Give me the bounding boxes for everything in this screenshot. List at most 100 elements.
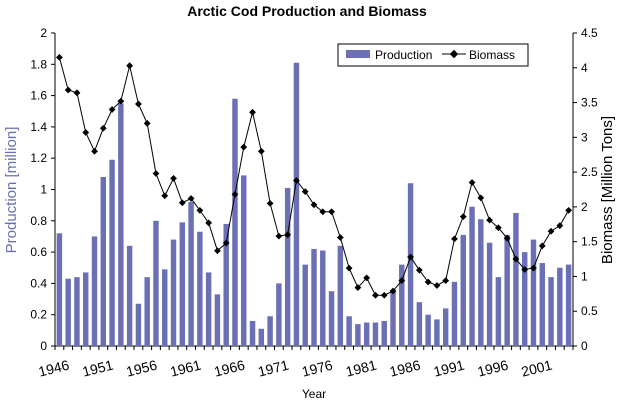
right-tick-label: 1 bbox=[581, 269, 588, 283]
production-bar bbox=[565, 264, 572, 346]
biomass-point bbox=[389, 287, 397, 295]
production-bar bbox=[442, 308, 449, 346]
production-bar bbox=[486, 242, 493, 346]
x-tick-label: 1971 bbox=[256, 357, 290, 380]
biomass-point bbox=[205, 219, 213, 227]
biomass-point bbox=[494, 224, 502, 232]
production-bar bbox=[469, 206, 475, 346]
biomass-point bbox=[196, 206, 204, 214]
biomass-point bbox=[556, 222, 564, 230]
production-bar bbox=[425, 314, 431, 346]
legend-box bbox=[337, 43, 529, 67]
right-tick-label: 0 bbox=[581, 339, 588, 353]
biomass-point bbox=[354, 284, 362, 291]
left-tick-label: 0 bbox=[40, 339, 47, 353]
biomass-point bbox=[135, 100, 142, 108]
production-bar bbox=[258, 328, 265, 346]
biomass-point bbox=[336, 234, 344, 241]
biomass-point bbox=[99, 124, 107, 132]
right-axis-ticks: 0 0.5 1 1.5 2 2.5 3 3.5 4 4.5 bbox=[573, 26, 598, 353]
left-axis-ticks: 0 0.2 0.4 0.6 0.8 1 1.2 1.4 1.6 1.8 2 bbox=[30, 26, 55, 353]
production-bar bbox=[460, 234, 466, 346]
production-bar bbox=[302, 264, 308, 346]
biomass-point bbox=[231, 190, 239, 198]
production-bar bbox=[416, 302, 423, 346]
left-tick-label: 1.8 bbox=[30, 57, 47, 71]
production-bar bbox=[214, 294, 221, 346]
biomass-point bbox=[468, 179, 476, 186]
legend-production-swatch bbox=[346, 50, 370, 58]
biomass-point bbox=[82, 129, 90, 136]
biomass-point bbox=[117, 97, 125, 105]
biomass-point bbox=[152, 170, 160, 177]
production-bar bbox=[56, 233, 63, 346]
production-bar bbox=[91, 236, 98, 346]
production-bar bbox=[197, 231, 203, 346]
left-axis-label: Production [million] bbox=[3, 127, 20, 254]
right-tick-label: 4 bbox=[581, 61, 588, 75]
biomass-point bbox=[91, 147, 98, 155]
biomass-point bbox=[161, 192, 169, 200]
production-bar bbox=[74, 277, 80, 346]
x-axis-label: Year bbox=[302, 387, 326, 400]
production-bar bbox=[205, 272, 212, 346]
biomass-point bbox=[363, 274, 371, 282]
x-tick-label: 1951 bbox=[81, 357, 115, 380]
right-tick-label: 0.5 bbox=[581, 304, 598, 318]
production-bar bbox=[346, 316, 352, 346]
x-tick-label: 1981 bbox=[344, 357, 378, 380]
production-bar bbox=[530, 239, 537, 346]
biomass-point bbox=[424, 278, 432, 286]
x-axis-ticks: 1946 1951 1956 1961 1966 1971 1976 1981 1986 1991… bbox=[37, 346, 574, 380]
legend-biomass-marker bbox=[449, 49, 459, 59]
left-tick-label: 0.8 bbox=[30, 214, 47, 228]
production-bars bbox=[56, 62, 572, 347]
legend: Production Biomass bbox=[337, 43, 529, 67]
biomass-point bbox=[372, 291, 379, 299]
production-bar bbox=[232, 98, 238, 346]
biomass-point bbox=[345, 264, 353, 272]
biomass-point bbox=[301, 188, 309, 195]
biomass-point bbox=[451, 235, 458, 243]
biomass-point bbox=[240, 143, 248, 151]
production-bar bbox=[153, 220, 159, 346]
biomass-point bbox=[328, 208, 335, 216]
x-tick-label: 1966 bbox=[212, 357, 246, 380]
biomass-point bbox=[530, 264, 537, 272]
production-bar bbox=[100, 176, 107, 346]
production-bar bbox=[223, 223, 229, 346]
biomass-point bbox=[319, 208, 327, 216]
left-tick-label: 0.4 bbox=[30, 276, 47, 290]
production-bar bbox=[337, 245, 344, 346]
right-axis-label: Biomass [Million Tons] bbox=[599, 116, 616, 264]
biomass-point bbox=[249, 108, 256, 116]
production-bar bbox=[390, 291, 396, 346]
x-tick-label: 1961 bbox=[168, 357, 202, 380]
left-tick-label: 1.2 bbox=[30, 151, 47, 165]
biomass-line-layer bbox=[55, 53, 573, 299]
right-tick-label: 3 bbox=[581, 130, 588, 144]
biomass-point bbox=[398, 277, 406, 285]
production-bar bbox=[495, 277, 502, 346]
production-bar bbox=[144, 277, 150, 346]
left-tick-label: 0.6 bbox=[30, 245, 47, 259]
right-tick-label: 2.5 bbox=[581, 165, 598, 179]
biomass-point bbox=[257, 147, 265, 155]
biomass-point bbox=[108, 106, 116, 113]
biomass-point bbox=[143, 120, 151, 127]
biomass-point bbox=[477, 194, 485, 202]
production-bar bbox=[407, 183, 414, 346]
production-bar bbox=[276, 283, 282, 346]
biomass-point bbox=[442, 277, 450, 285]
right-tick-label: 3.5 bbox=[581, 96, 598, 110]
production-bar bbox=[241, 175, 247, 346]
production-bar bbox=[363, 322, 370, 346]
production-bar bbox=[328, 291, 335, 346]
biomass-point bbox=[170, 174, 177, 182]
x-tick-label: 1991 bbox=[432, 357, 466, 380]
production-bar bbox=[399, 264, 405, 346]
production-bar bbox=[557, 267, 563, 346]
x-tick-label: 1946 bbox=[37, 357, 71, 380]
production-bar bbox=[320, 250, 326, 346]
